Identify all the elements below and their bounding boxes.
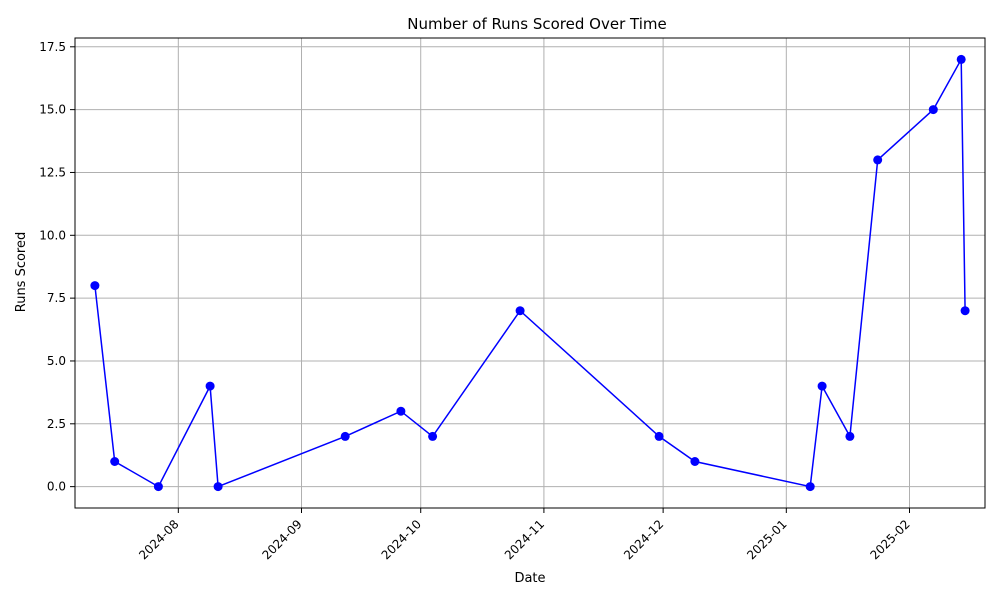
y-axis-label: Runs Scored [14, 232, 29, 313]
x-tick-label: 2024-08 [136, 517, 181, 562]
data-points [90, 54, 970, 492]
x-tick-label: 2025-01 [744, 517, 789, 562]
data-point [845, 431, 855, 441]
data-point [110, 457, 120, 466]
x-tick-label: 2024-11 [502, 517, 547, 562]
data-point [960, 306, 970, 316]
data-point [428, 431, 438, 441]
data-point [654, 431, 664, 441]
data-point [153, 482, 163, 492]
y-tick-label: 2.5 [47, 417, 66, 431]
data-point [928, 105, 938, 115]
data-point [817, 381, 827, 391]
data-point [956, 54, 966, 64]
grid [75, 38, 985, 508]
y-tick-label: 15.0 [39, 103, 66, 117]
y-tick-label: 5.0 [47, 354, 66, 368]
series-line [94, 56, 966, 488]
x-tick-label: 2025-02 [867, 517, 912, 562]
y-tick-label: 10.0 [39, 228, 66, 242]
data-point [690, 457, 700, 466]
data-point [90, 281, 100, 291]
plot-frame [74, 37, 986, 509]
y-axis-ticks: 0.0 2.5 5.0 7.5 10.0 12.5 15.0 17.5 [39, 40, 75, 494]
data-point [515, 306, 525, 316]
x-tick-label: 2024-12 [621, 517, 666, 562]
data-point [340, 431, 350, 441]
data-point [213, 482, 223, 492]
y-tick-label: 7.5 [47, 291, 66, 305]
data-point [873, 155, 883, 165]
x-tick-label: 2024-10 [379, 517, 424, 562]
chart-title: Number of Runs Scored Over Time [407, 15, 666, 33]
data-point [396, 406, 406, 416]
x-axis-ticks: 2024-08 2024-09 2024-10 2024-11 2024-12 2025-… [136, 508, 913, 562]
series-line-group [94, 56, 966, 488]
y-tick-label: 17.5 [39, 40, 66, 54]
data-point [205, 381, 215, 391]
x-axis-label: Date [514, 571, 545, 586]
y-tick-label: 12.5 [39, 165, 66, 179]
data-point [805, 482, 815, 492]
x-tick-label: 2024-09 [259, 517, 304, 562]
y-tick-label: 0.0 [47, 480, 66, 494]
